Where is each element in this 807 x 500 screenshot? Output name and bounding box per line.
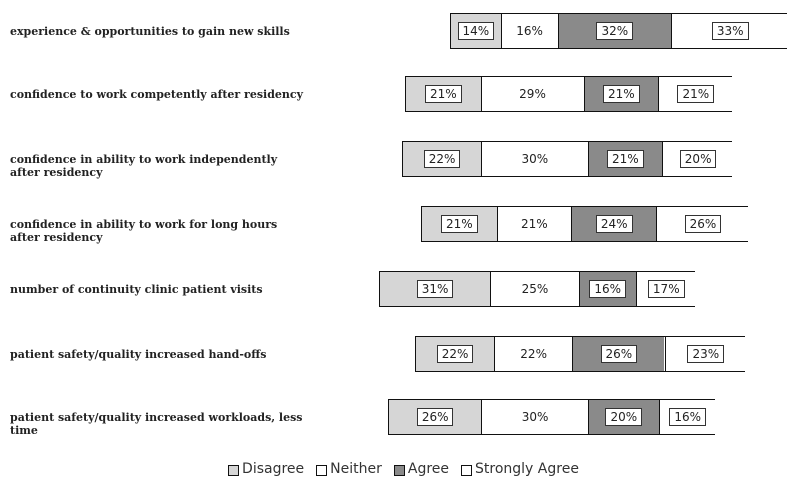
bar-segment: 21% <box>583 77 659 111</box>
legend-label: Neither <box>330 461 382 477</box>
bar-segment: 30% <box>481 142 588 176</box>
data-label: 32% <box>596 22 634 40</box>
data-label: 23% <box>687 345 725 363</box>
data-label: 21% <box>520 217 548 231</box>
data-label: 22% <box>423 150 461 168</box>
bar-segment: 33% <box>671 14 789 48</box>
bar-segment: 17% <box>635 272 696 306</box>
legend-swatch <box>461 465 473 476</box>
category-label: confidence to work competently after res… <box>10 88 303 101</box>
data-label: 21% <box>607 150 644 168</box>
bar-segment: 21% <box>422 207 497 241</box>
category-label: patient safety/quality increased workloa… <box>10 411 303 437</box>
bar-segment: 22% <box>494 337 573 371</box>
data-label: 25% <box>521 282 549 296</box>
bar-segment: 26% <box>572 337 665 371</box>
legend-label: Disagree <box>242 461 305 477</box>
data-label: 24% <box>595 215 633 233</box>
stacked-bar: 21% 21% 24% 26% <box>421 206 749 242</box>
category-label: experience & opportunities to gain new s… <box>10 25 290 38</box>
bar-segment: 31% <box>380 272 491 306</box>
stacked-bar: 14% 16% 32% 33% <box>450 13 789 49</box>
bar-segment: 25% <box>490 272 579 306</box>
bar-segment: 16% <box>500 14 558 48</box>
legend-swatch <box>393 465 405 476</box>
data-label: 21% <box>602 85 640 103</box>
stacked-bar: 26% 30% 20% 16% <box>388 399 716 435</box>
bar-segment: 21% <box>658 77 733 111</box>
stacked-bar: 31% 25% 16% 17% <box>379 271 696 307</box>
bar-segment: 20% <box>662 142 734 176</box>
category-label: confidence in ability to work for long h… <box>10 218 278 244</box>
data-label: 16% <box>516 24 543 38</box>
data-label: 21% <box>440 215 478 233</box>
bar-segment: 21% <box>406 77 481 111</box>
category-label: number of continuity clinic patient visi… <box>10 283 263 296</box>
data-label: 21% <box>424 85 462 103</box>
legend-item: Disagree <box>228 461 304 477</box>
bar-segment: 29% <box>480 77 584 111</box>
data-label: 30% <box>521 152 549 166</box>
legend: Disagree Neither Agree Strongly Agree <box>0 461 807 477</box>
bar-segment: 26% <box>389 400 482 434</box>
legend-swatch <box>316 465 328 476</box>
data-label: 30% <box>521 410 549 424</box>
bar-segment: 21% <box>587 142 663 176</box>
legend-item: Neither <box>316 461 382 477</box>
legend-item: Strongly Agree <box>461 461 579 477</box>
bar-segment: 24% <box>571 207 657 241</box>
bar-segment: 26% <box>656 207 749 241</box>
category-label: confidence in ability to work independen… <box>10 153 278 179</box>
data-label: 14% <box>457 22 495 40</box>
bar-segment: 22% <box>403 142 482 176</box>
data-label: 31% <box>416 280 454 298</box>
data-label: 29% <box>519 87 546 101</box>
data-label: 22% <box>520 347 547 361</box>
bar-segment: 16% <box>578 272 636 306</box>
stacked-bar: 22% 30% 21% 20% <box>402 141 734 177</box>
data-label: 20% <box>605 408 643 426</box>
data-label: 26% <box>416 408 454 426</box>
bar-segment: 32% <box>557 14 672 48</box>
data-label: 16% <box>589 280 627 298</box>
data-label: 21% <box>677 85 715 103</box>
bar-segment: 14% <box>451 14 501 48</box>
data-label: 20% <box>679 150 717 168</box>
legend-label: Agree <box>407 461 450 477</box>
stacked-bar: 22% 22% 26% 23% <box>415 336 747 372</box>
legend-label: Strongly Agree <box>475 461 579 477</box>
bar-segment: 20% <box>587 400 659 434</box>
data-label: 22% <box>436 345 474 363</box>
stacked-bar: 21% 29% 21% 21% <box>405 76 733 112</box>
data-label: 16% <box>669 408 707 426</box>
bar-segment: 21% <box>496 207 572 241</box>
legend-swatch <box>228 465 240 476</box>
category-label: patient safety/quality increased hand-of… <box>10 348 267 361</box>
data-label: 26% <box>600 345 638 363</box>
legend-item: Agree <box>393 461 450 477</box>
data-label: 17% <box>647 280 685 298</box>
data-label: 33% <box>711 22 749 40</box>
bar-segment: 23% <box>664 337 747 371</box>
bar-segment: 30% <box>481 400 588 434</box>
bar-segment: 22% <box>416 337 495 371</box>
data-label: 26% <box>684 215 722 233</box>
bar-segment: 16% <box>658 400 716 434</box>
